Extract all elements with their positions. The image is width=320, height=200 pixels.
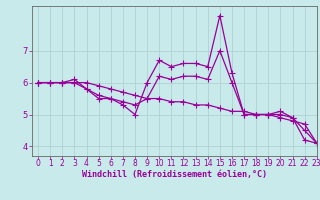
X-axis label: Windchill (Refroidissement éolien,°C): Windchill (Refroidissement éolien,°C): [82, 170, 267, 179]
